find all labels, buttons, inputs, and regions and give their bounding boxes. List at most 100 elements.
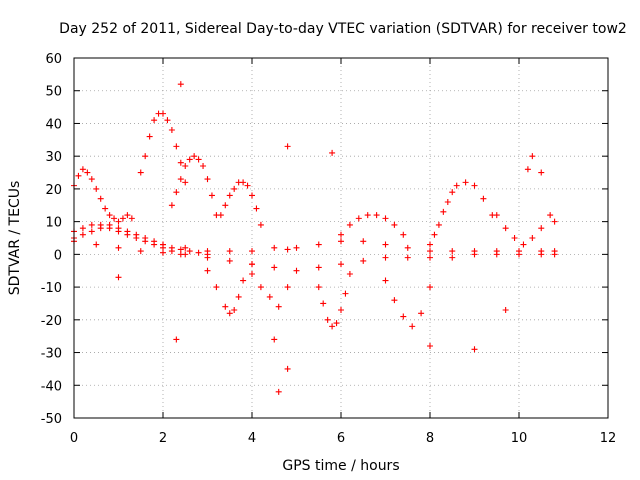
data-point [160, 249, 166, 256]
data-point [128, 215, 135, 222]
y-tick-label: 30 [45, 150, 62, 165]
data-point [324, 316, 331, 323]
data-point [146, 133, 153, 140]
data-point [329, 323, 336, 330]
y-tick-label: -50 [41, 412, 62, 427]
data-point [231, 307, 238, 313]
data-point [204, 267, 211, 274]
data-point [244, 182, 251, 189]
data-point [75, 172, 82, 179]
data-point [373, 212, 380, 219]
data-point [160, 110, 166, 117]
data-point [364, 212, 371, 219]
data-point [418, 310, 425, 317]
data-point [480, 195, 487, 202]
data-point [338, 261, 344, 268]
data-point [173, 189, 180, 196]
axis-ticks [73, 57, 609, 419]
data-point [200, 163, 207, 169]
data-point [79, 231, 86, 238]
x-tick-label: 12 [600, 431, 617, 446]
data-point [249, 192, 255, 199]
data-point [253, 205, 260, 212]
y-tick-label: -20 [41, 314, 62, 329]
x-tick-label: 6 [337, 431, 345, 446]
data-point [449, 248, 456, 255]
data-point [355, 215, 362, 222]
data-point [538, 248, 545, 255]
data-point [240, 277, 247, 284]
data-point [449, 189, 456, 196]
data-point [124, 231, 131, 238]
series-arc-early [71, 166, 135, 225]
data-point [84, 169, 91, 176]
data-point [204, 248, 211, 255]
series-arc-6.5h [338, 212, 407, 238]
data-point [164, 117, 171, 124]
data-point [182, 179, 189, 186]
series-dip-3.5h [204, 261, 255, 317]
data-point [168, 127, 175, 133]
data-point [160, 241, 166, 248]
data-point [391, 221, 398, 228]
data-point [271, 264, 278, 271]
data-point [444, 199, 451, 205]
data-point [195, 249, 202, 256]
series-dip-5.8h [315, 271, 353, 330]
data-point [382, 254, 389, 261]
data-point [182, 251, 189, 258]
data-point [435, 221, 442, 228]
data-point [124, 212, 131, 219]
series-peak-2.6h [168, 153, 220, 219]
data-point [547, 212, 554, 219]
data-point [186, 156, 193, 163]
data-point [511, 235, 518, 241]
data-point [151, 241, 158, 248]
x-tick-labels: 0 2 4 6 8 10 12 [70, 431, 616, 446]
data-point [315, 284, 322, 291]
data-point [404, 244, 411, 251]
data-point [431, 231, 438, 238]
data-point [338, 307, 344, 313]
data-point [520, 241, 527, 248]
data-point [284, 246, 291, 253]
data-point [271, 336, 278, 343]
data-point [222, 202, 229, 209]
data-point [338, 231, 344, 238]
y-tick-label: 10 [45, 216, 62, 231]
data-point [346, 271, 353, 277]
data-point [427, 248, 433, 255]
x-tick-label: 0 [70, 431, 78, 446]
data-point [427, 343, 433, 349]
data-point [333, 320, 340, 327]
data-point [231, 185, 238, 192]
data-point [226, 192, 233, 199]
data-point [106, 225, 113, 232]
data-point [213, 284, 220, 291]
data-point [449, 254, 456, 261]
data-point [137, 248, 144, 255]
data-point [529, 153, 536, 160]
data-point [249, 261, 255, 268]
data-point [471, 248, 478, 255]
data-point [453, 182, 460, 189]
data-point [440, 208, 447, 215]
data-point [182, 163, 189, 169]
y-tick-label: -40 [41, 379, 62, 394]
data-point [115, 274, 122, 281]
data-point [142, 238, 149, 245]
series-dip-7.5h [382, 277, 433, 330]
y-tick-label: 40 [45, 117, 62, 132]
data-point [284, 365, 291, 372]
data-point [115, 244, 122, 251]
data-point [493, 212, 500, 219]
data-point [346, 221, 353, 228]
data-point [217, 212, 224, 219]
data-point [315, 241, 322, 248]
data-point [427, 254, 433, 261]
data-point [360, 257, 367, 264]
data-point [204, 254, 211, 261]
data-point [257, 221, 264, 228]
y-tick-label: 20 [45, 183, 62, 198]
